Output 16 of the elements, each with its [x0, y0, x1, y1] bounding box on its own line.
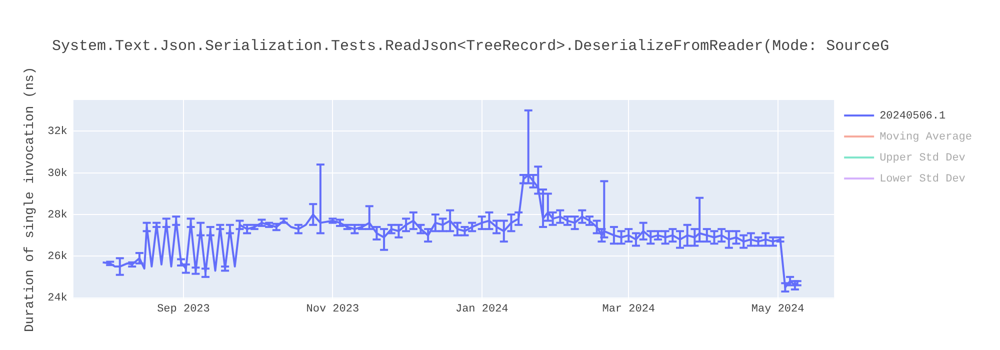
- x-tick-label: Nov 2023: [306, 303, 360, 316]
- y-tick-label: 30k: [48, 168, 68, 180]
- legend-label: 20240506.1: [880, 110, 946, 122]
- y-tick-label: 26k: [48, 251, 68, 264]
- x-tick-label: Mar 2024: [602, 303, 656, 316]
- y-tick-label: 24k: [48, 292, 68, 305]
- x-tick-label: Sep 2023: [157, 303, 210, 316]
- x-tick-label: May 2024: [751, 303, 805, 316]
- y-tick-label: 28k: [48, 209, 68, 222]
- chart-title: System.Text.Json.Serialization.Tests.ReadJson<TreeRecord>.DeserializeFromReader(Mode: SourceG: [52, 38, 890, 55]
- legend-label: Moving Average: [880, 131, 972, 144]
- legend-label: Upper Std Dev: [880, 152, 966, 164]
- legend-label: Lower Std Dev: [880, 173, 966, 186]
- y-tick-label: 32k: [48, 126, 68, 138]
- x-tick-label: Jan 2024: [455, 303, 509, 316]
- y-axis-title: Duration of single invocation (ns): [22, 66, 38, 332]
